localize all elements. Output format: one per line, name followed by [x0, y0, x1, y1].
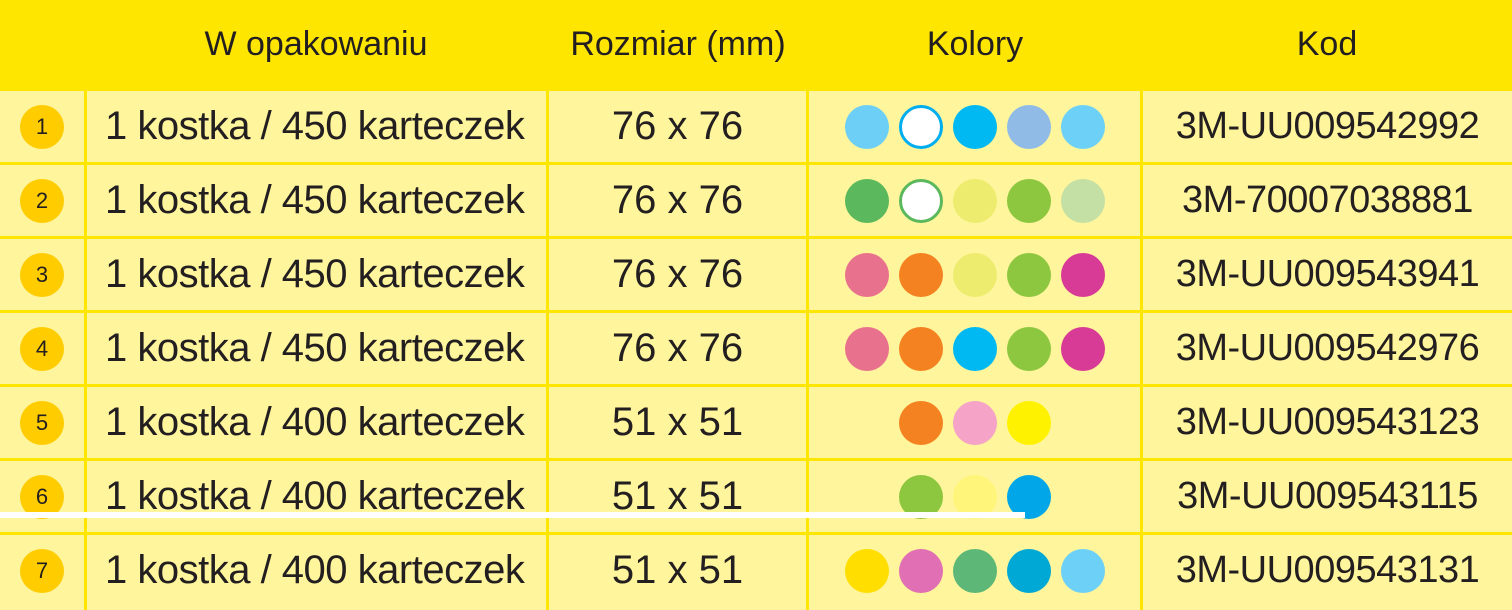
header-size: Rozmiar (mm): [570, 24, 786, 63]
color-swatch-teal: [1006, 548, 1051, 593]
row-number-cell: 2: [0, 165, 84, 236]
color-swatch-sky: [1060, 548, 1105, 593]
color-swatch-cyan: [952, 326, 997, 371]
color-swatch-pale-yellow: [952, 178, 997, 223]
pack-cell: 1 kostka / 450 karteczek: [105, 104, 525, 148]
pack-cell: 1 kostka / 400 karteczek: [105, 548, 525, 592]
colors-cell: [809, 313, 1140, 384]
color-swatch-green: [844, 178, 889, 223]
colors-cell: [809, 387, 1140, 458]
color-swatch-pale-yellow: [952, 252, 997, 297]
table-header: W opakowaniu Rozmiar (mm) Kolory Kod: [0, 0, 1512, 88]
code-cell: 3M-UU009542976: [1175, 327, 1480, 369]
row-number-cell: 3: [0, 239, 84, 310]
header-code: Kod: [1296, 24, 1358, 63]
colors-cell: [809, 165, 1140, 236]
row-number-badge: 2: [20, 178, 64, 223]
color-swatches: [898, 400, 1051, 445]
pack-cell: 1 kostka / 400 karteczek: [105, 400, 525, 444]
pack-cell: 1 kostka / 450 karteczek: [105, 178, 525, 222]
row-number-badge: 1: [20, 104, 64, 149]
color-swatch-magenta: [1060, 326, 1105, 371]
header-colors: Kolory: [926, 24, 1024, 63]
color-swatch-orchid: [898, 548, 943, 593]
color-swatch-periwinkle: [1006, 104, 1051, 149]
color-swatches: [898, 474, 1051, 519]
size-cell: 76 x 76: [611, 104, 744, 148]
table-row: 5 1 kostka / 400 karteczek 51 x 51 3M-UU009…: [0, 384, 1512, 458]
row-number-badge: 7: [20, 548, 64, 593]
white-streak: [0, 512, 1025, 518]
size-cell: 51 x 51: [611, 474, 744, 518]
color-swatch-lime: [1006, 252, 1051, 297]
column-divider: [546, 88, 549, 610]
row-number-badge: 5: [20, 400, 64, 445]
row-number-badge: 3: [20, 252, 64, 297]
color-swatch-lime: [1006, 178, 1051, 223]
color-swatches: [844, 326, 1105, 371]
row-number-cell: 6: [0, 461, 84, 532]
color-swatch-light-pink: [952, 400, 997, 445]
color-swatch-orange: [898, 400, 943, 445]
color-swatch-magenta: [1060, 252, 1105, 297]
column-divider: [84, 88, 87, 610]
pack-cell: 1 kostka / 450 karteczek: [105, 252, 525, 296]
color-swatch-lime: [898, 474, 943, 519]
table-row: 1 1 kostka / 450 karteczek 76 x 76 3M-UU009…: [0, 88, 1512, 162]
size-cell: 76 x 76: [611, 178, 744, 222]
colors-cell: [809, 535, 1140, 606]
color-swatch-pale-green: [1060, 178, 1105, 223]
color-swatch-lime: [1006, 326, 1051, 371]
row-number-badge: 6: [20, 474, 64, 519]
row-number-cell: 5: [0, 387, 84, 458]
colors-cell: [809, 461, 1140, 532]
color-swatches: [844, 252, 1105, 297]
column-divider: [806, 88, 809, 610]
size-cell: 51 x 51: [611, 400, 744, 444]
color-swatch-sea-green: [952, 548, 997, 593]
row-number-cell: 7: [0, 535, 84, 606]
table-row: 2 1 kostka / 450 karteczek 76 x 76 3M-70007…: [0, 162, 1512, 236]
table-row: 4 1 kostka / 450 karteczek 76 x 76 3M-UU009…: [0, 310, 1512, 384]
color-swatch-white: [898, 104, 943, 149]
color-swatch-sky: [1060, 104, 1105, 149]
color-swatch-orange: [898, 252, 943, 297]
table-row: 6 1 kostka / 400 karteczek 51 x 51 3M-UU009…: [0, 458, 1512, 532]
color-swatch-white: [898, 178, 943, 223]
pack-cell: 1 kostka / 450 karteczek: [105, 326, 525, 370]
color-swatch-light-blue: [844, 104, 889, 149]
color-swatch-yellow: [1006, 400, 1051, 445]
colors-cell: [809, 239, 1140, 310]
colors-cell: [809, 91, 1140, 162]
code-cell: 3M-UU009543131: [1175, 549, 1480, 591]
size-cell: 51 x 51: [611, 548, 744, 592]
size-cell: 76 x 76: [611, 252, 744, 296]
color-swatches: [844, 178, 1105, 223]
color-swatch-pink: [844, 326, 889, 371]
color-swatches: [844, 104, 1105, 149]
row-number-badge: 4: [20, 326, 64, 371]
row-number-cell: 4: [0, 313, 84, 384]
size-cell: 76 x 76: [611, 326, 744, 370]
color-swatch-pale-yellow: [952, 474, 997, 519]
table-row: 3 1 kostka / 450 karteczek 76 x 76 3M-UU009…: [0, 236, 1512, 310]
color-swatch-pink: [844, 252, 889, 297]
column-divider: [1140, 88, 1143, 610]
color-swatches: [844, 548, 1105, 593]
color-swatch-blue: [1006, 474, 1051, 519]
code-cell: 3M-UU009542992: [1175, 105, 1480, 147]
color-swatch-cyan: [952, 104, 997, 149]
table-row: 7 1 kostka / 400 karteczek 51 x 51 3M-UU009…: [0, 532, 1512, 606]
row-number-cell: 1: [0, 91, 84, 162]
code-cell: 3M-UU009543123: [1175, 401, 1480, 443]
header-pack: W opakowaniu: [204, 24, 428, 63]
code-cell: 3M-UU009543115: [1177, 475, 1478, 517]
code-cell: 3M-70007038881: [1182, 179, 1473, 221]
color-swatch-orange: [898, 326, 943, 371]
code-cell: 3M-UU009543941: [1175, 253, 1480, 295]
pack-cell: 1 kostka / 400 karteczek: [105, 474, 525, 518]
color-swatch-gold: [844, 548, 889, 593]
